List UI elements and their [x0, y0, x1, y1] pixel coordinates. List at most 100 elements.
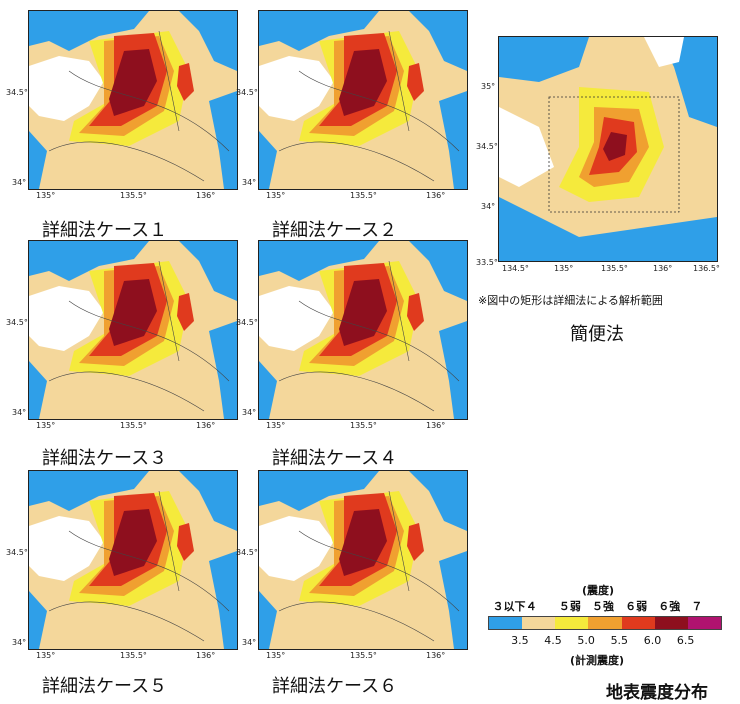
low-intensity-zone	[209, 321, 237, 419]
y-tick: 34°	[242, 408, 257, 417]
intensity-zone-6-upper	[109, 279, 157, 346]
intensity-map	[28, 470, 238, 650]
x-tick: 135°	[266, 191, 286, 200]
low-intensity-zone	[499, 37, 589, 82]
intensity-zone-6-upper	[109, 509, 157, 576]
prefecture-border	[48, 30, 230, 182]
intensity-zone-6-upper	[339, 49, 387, 116]
low-intensity-zone	[499, 197, 717, 261]
y-tick: 34.5°	[6, 318, 28, 327]
x-tick: 135°	[266, 421, 286, 430]
intensity-label: ５弱	[558, 600, 581, 613]
intensity-zone-6-upper	[109, 49, 157, 116]
sea-area	[259, 56, 334, 121]
low-intensity-zone	[439, 321, 467, 419]
instrument-value-label: 4.5	[544, 634, 562, 647]
color-swatch	[654, 617, 688, 629]
low-intensity-zone	[439, 91, 467, 189]
prefecture-border	[278, 260, 460, 412]
sea-area	[29, 516, 104, 581]
intensity-zone-6-upper	[603, 132, 627, 161]
instrument-value-label: 6.0	[643, 634, 662, 647]
low-intensity-zone	[439, 551, 467, 649]
instrument-value-label: 3.5	[511, 634, 529, 647]
color-scale-bar	[488, 616, 722, 630]
x-tick: 135°	[554, 264, 574, 273]
y-tick: 34°	[12, 638, 27, 647]
y-tick: 35°	[481, 82, 496, 91]
intensity-map	[258, 240, 468, 420]
y-tick: 34°	[481, 202, 496, 211]
map-caption: 詳細法ケース６	[272, 676, 398, 697]
x-tick: 136°	[426, 421, 446, 430]
map-graphic	[29, 241, 237, 419]
prefecture-border	[48, 260, 230, 412]
intensity-map	[28, 240, 238, 420]
low-intensity-zone	[259, 591, 277, 649]
x-tick: 135°	[36, 191, 56, 200]
map-graphic	[499, 37, 717, 261]
intensity-zone-6-lower	[407, 63, 424, 101]
intensity-zone-6-upper	[339, 279, 387, 346]
intensity-zone-6-lower	[407, 293, 424, 331]
color-swatch	[621, 617, 655, 629]
x-tick: 135.5°	[350, 651, 377, 660]
intensity-zone-6-lower	[177, 523, 194, 561]
x-tick: 135.5°	[120, 191, 147, 200]
map-caption: 詳細法ケース３	[42, 448, 168, 469]
prefecture-border	[278, 490, 460, 642]
analysis-range-note: ※図中の矩形は詳細法による解析範囲	[478, 294, 663, 307]
low-intensity-zone	[29, 361, 47, 419]
low-intensity-zone	[409, 241, 467, 301]
map-graphic	[29, 11, 237, 189]
x-tick: 136°	[426, 191, 446, 200]
legend-title-instrumental: (計測震度)	[570, 654, 625, 667]
color-swatch	[687, 617, 721, 629]
x-tick: 135.5°	[120, 651, 147, 660]
legend-title-intensity: (震度)	[582, 584, 615, 597]
intensity-zone-6-lower	[177, 293, 194, 331]
low-intensity-zone	[209, 551, 237, 649]
low-intensity-zone	[29, 131, 47, 189]
sea-area	[29, 56, 104, 121]
map-caption: 詳細法ケース１	[42, 220, 168, 241]
y-tick: 34.5°	[476, 142, 498, 151]
y-tick: 34.5°	[6, 548, 28, 557]
low-intensity-zone	[29, 471, 149, 511]
color-swatch	[555, 617, 589, 629]
prefecture-border	[48, 490, 230, 642]
figure-title: 地表震度分布	[606, 683, 708, 703]
x-tick: 135°	[36, 651, 56, 660]
y-tick: 34°	[12, 178, 27, 187]
sea-area	[644, 37, 684, 67]
color-swatch	[489, 617, 523, 629]
intensity-label: ６弱	[625, 600, 648, 613]
intensity-map	[258, 470, 468, 650]
intensity-label: ６強	[658, 600, 681, 613]
intensity-map	[258, 10, 468, 190]
x-tick: 136°	[196, 651, 216, 660]
low-intensity-zone	[209, 91, 237, 189]
y-tick: 34°	[12, 408, 27, 417]
low-intensity-zone	[259, 131, 277, 189]
sea-area	[29, 286, 104, 351]
low-intensity-zone	[259, 241, 379, 281]
x-tick: 136°	[426, 651, 446, 660]
instrument-value-label: 6.5	[676, 634, 695, 647]
low-intensity-zone	[409, 11, 467, 71]
map-caption: 詳細法ケース４	[272, 448, 398, 469]
sea-area	[259, 516, 334, 581]
intensity-map	[498, 36, 718, 262]
intensity-label: ４	[525, 600, 537, 613]
intensity-zone-6-lower	[407, 523, 424, 561]
y-tick: 34.5°	[236, 318, 258, 327]
x-tick: 135°	[36, 421, 56, 430]
color-swatch	[522, 617, 556, 629]
low-intensity-zone	[179, 471, 237, 531]
low-intensity-zone	[259, 361, 277, 419]
low-intensity-zone	[409, 471, 467, 531]
sea-area	[499, 107, 554, 187]
x-tick: 135.5°	[350, 191, 377, 200]
y-tick: 34.5°	[236, 88, 258, 97]
y-tick: 34°	[242, 638, 257, 647]
